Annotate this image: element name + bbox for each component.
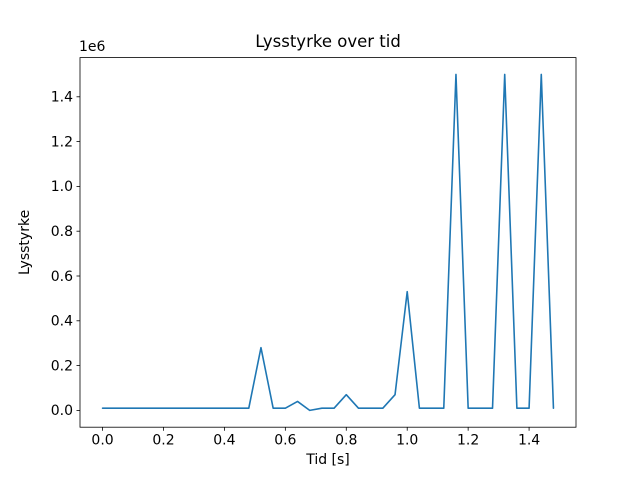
x-tick-label: 0.8 <box>335 433 357 449</box>
y-tick-label: 0.0 <box>51 403 73 419</box>
chart-title: Lysstyrke over tid <box>255 32 401 51</box>
x-tick-label: 0.0 <box>91 433 113 449</box>
line-series <box>101 73 555 412</box>
x-tick-label: 0.2 <box>152 433 174 449</box>
y-tick-label: 1.4 <box>51 90 73 106</box>
y-tick-label: 0.4 <box>51 314 73 330</box>
x-tick-label: 1.0 <box>396 433 418 449</box>
y-tick-label: 1.2 <box>51 134 73 150</box>
y-tick-label: 0.6 <box>51 269 73 285</box>
x-tick-label: 0.4 <box>213 433 235 449</box>
y-tick-label: 0.8 <box>51 224 73 240</box>
x-axis-label: Tid [s] <box>305 452 350 468</box>
x-tick-label: 1.2 <box>457 433 479 449</box>
y-axis-label: Lysstyrke <box>17 210 33 275</box>
plot-border <box>79 57 577 428</box>
y-tick-label: 1.0 <box>51 179 73 195</box>
x-tick-label: 1.4 <box>518 433 540 449</box>
plot-axes: 0.0 0.2 0.4 0.6 0.8 1.0 1.2 1.4 0.0 0.2 0.4 0.6 0.8 1… <box>51 57 577 449</box>
x-tick-label: 0.6 <box>274 433 296 449</box>
y-axis-offset-label: 1e6 <box>79 39 106 55</box>
y-tick-label: 0.2 <box>51 358 73 374</box>
